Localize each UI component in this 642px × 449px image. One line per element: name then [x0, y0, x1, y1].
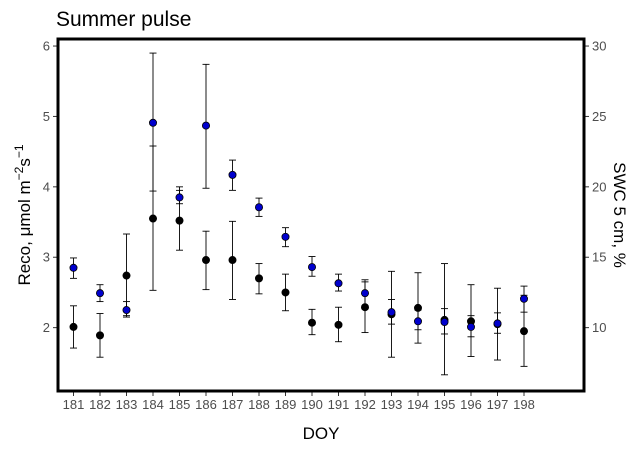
y-left-tick-label: 5 [43, 109, 50, 124]
y-left-title-s: s [15, 158, 34, 167]
x-tick-label: 190 [301, 397, 323, 412]
x-tick-label: 198 [513, 397, 535, 412]
swc-point [413, 317, 422, 326]
swc-point [175, 193, 184, 202]
y-axis-left-title: Reco, μmol m−2s−1 [12, 144, 34, 285]
reco-point [69, 322, 78, 331]
y-left-title-prefix: Reco, [15, 236, 34, 285]
x-tick-label: 188 [248, 397, 270, 412]
y-right-tick-label: 30 [592, 39, 606, 54]
swc-point [281, 232, 290, 241]
swc-point [148, 118, 157, 127]
swc-point [334, 279, 343, 288]
y-left-title-sup2: −1 [12, 144, 26, 158]
swc-point [254, 203, 263, 212]
swc-point [307, 263, 316, 272]
reco-point [228, 256, 237, 265]
plot-frame [56, 37, 586, 393]
swc-point [466, 322, 475, 331]
y-left-title-sup1: −2 [12, 166, 26, 180]
x-tick-label: 189 [275, 397, 297, 412]
reco-point [148, 214, 157, 223]
swc-point [122, 306, 131, 315]
reco-point [96, 331, 105, 340]
y-axis-right-title: SWC 5 cm, % [610, 162, 629, 268]
x-tick-label: 185 [169, 397, 191, 412]
x-tick-label: 194 [407, 397, 429, 412]
x-tick-label: 193 [381, 397, 403, 412]
swc-point [201, 121, 210, 130]
reco-point [334, 320, 343, 329]
reco-point [360, 303, 369, 312]
swc-point [96, 289, 105, 298]
chart-title: Summer pulse [56, 8, 191, 31]
y-left-title-unit: mol m [15, 180, 34, 226]
x-tick-label: 195 [434, 397, 456, 412]
y-left-tick-label: 2 [43, 320, 50, 335]
x-tick-label: 184 [142, 397, 164, 412]
x-tick-label: 183 [116, 397, 138, 412]
x-tick-label: 192 [354, 397, 376, 412]
y-left-title-mu: μ [15, 227, 34, 237]
swc-point [520, 294, 529, 303]
x-tick-label: 181 [63, 397, 85, 412]
y-left-tick-label: 4 [43, 179, 50, 194]
swc-point [360, 289, 369, 298]
x-tick-label: 196 [460, 397, 482, 412]
swc-point [440, 318, 449, 327]
swc-point [69, 263, 78, 272]
y-left-tick-label: 3 [43, 250, 50, 265]
swc-point [228, 170, 237, 179]
reco-point [520, 327, 529, 336]
y-right-tick-label: 10 [592, 320, 606, 335]
swc-point [493, 319, 502, 328]
x-tick-label: 182 [89, 397, 111, 412]
x-tick-label: 191 [328, 397, 350, 412]
reco-point [413, 303, 422, 312]
reco-point [254, 274, 263, 283]
x-tick-label: 197 [487, 397, 509, 412]
reco-point [175, 216, 184, 225]
x-tick-label: 186 [195, 397, 217, 412]
y-right-tick-label: 15 [592, 250, 606, 265]
y-left-tick-label: 6 [43, 39, 50, 54]
reco-point [307, 318, 316, 327]
y-right-tick-label: 20 [592, 179, 606, 194]
plot-area: 181 182 183 184 185 186 187 188 189 190 191 192 193 1… [43, 39, 607, 412]
reco-point [122, 271, 131, 280]
x-axis-title: DOY [303, 424, 340, 443]
swc-point [387, 308, 396, 317]
x-tick-label: 187 [222, 397, 244, 412]
y-right-tick-label: 25 [592, 109, 606, 124]
reco-point [281, 288, 290, 297]
reco-point [201, 256, 210, 265]
